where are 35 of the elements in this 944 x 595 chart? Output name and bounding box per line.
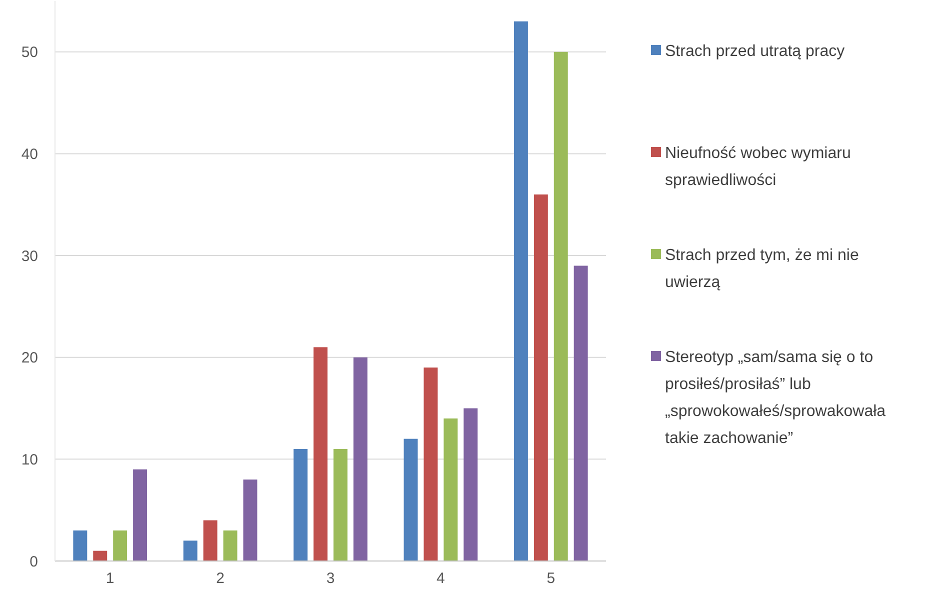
bar bbox=[464, 408, 478, 561]
bar bbox=[73, 530, 88, 561]
legend-label: Strach przed tym, że mi nie uwierzą bbox=[665, 247, 859, 291]
y-tick-label: 40 bbox=[21, 146, 38, 163]
x-tick-label: 4 bbox=[436, 570, 445, 587]
bar bbox=[113, 530, 128, 561]
legend-label: Stereotyp „sam/sama się o to prosiłeś/prosiłaś” lub „sprowokowałeś/sprowakowała takie zachowanie” bbox=[665, 349, 886, 447]
x-tick-label: 1 bbox=[106, 570, 114, 587]
bar bbox=[93, 550, 108, 561]
bar bbox=[243, 480, 258, 561]
y-tick-label: 10 bbox=[21, 451, 38, 468]
bar bbox=[404, 438, 418, 561]
y-tick-label: 50 bbox=[21, 44, 38, 62]
bar bbox=[183, 540, 198, 561]
bar bbox=[444, 418, 458, 561]
x-tick-label: 3 bbox=[326, 570, 335, 587]
y-tick-label: 0 bbox=[30, 553, 38, 570]
legend-label: Strach przed utratą pracy bbox=[665, 43, 845, 60]
bar bbox=[314, 347, 328, 561]
bar bbox=[514, 21, 528, 561]
legend-label: Nieufność wobec wymiaru sprawiedliwości bbox=[665, 145, 851, 189]
bar bbox=[294, 449, 308, 561]
y-tick-label: 20 bbox=[21, 350, 38, 367]
bar bbox=[133, 469, 148, 561]
bar bbox=[353, 357, 368, 561]
x-tick-label: 2 bbox=[216, 570, 224, 587]
bar bbox=[223, 530, 238, 561]
x-tick-label: 5 bbox=[546, 570, 556, 587]
bar bbox=[534, 194, 548, 561]
bar bbox=[554, 52, 568, 561]
bar bbox=[333, 449, 348, 561]
bar bbox=[424, 368, 438, 561]
y-tick-label: 30 bbox=[21, 248, 38, 265]
bar bbox=[203, 520, 218, 561]
bar bbox=[574, 266, 588, 561]
